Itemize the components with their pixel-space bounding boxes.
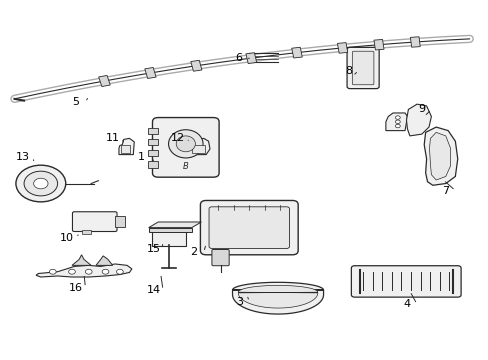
Ellipse shape: [168, 130, 203, 158]
Text: 1: 1: [138, 152, 144, 162]
Circle shape: [85, 269, 92, 274]
FancyBboxPatch shape: [152, 231, 185, 246]
FancyBboxPatch shape: [147, 139, 158, 145]
Text: 6: 6: [235, 53, 242, 63]
Circle shape: [68, 269, 75, 274]
FancyBboxPatch shape: [147, 128, 158, 134]
Polygon shape: [424, 127, 457, 185]
Polygon shape: [72, 255, 91, 265]
FancyBboxPatch shape: [81, 230, 91, 234]
Circle shape: [116, 269, 123, 274]
FancyBboxPatch shape: [72, 212, 117, 231]
Polygon shape: [148, 222, 201, 228]
Text: B: B: [183, 162, 188, 171]
Circle shape: [34, 178, 48, 189]
Bar: [291, 47, 302, 58]
Bar: [99, 76, 110, 86]
Circle shape: [395, 124, 399, 128]
Polygon shape: [119, 138, 134, 154]
Circle shape: [395, 120, 399, 123]
Polygon shape: [428, 132, 449, 180]
FancyBboxPatch shape: [121, 145, 130, 153]
Polygon shape: [406, 104, 430, 136]
Text: 14: 14: [146, 285, 160, 295]
Text: 12: 12: [170, 133, 184, 143]
Circle shape: [16, 165, 65, 202]
Text: 3: 3: [236, 297, 243, 307]
Ellipse shape: [176, 136, 195, 152]
Bar: [373, 40, 383, 50]
Text: 13: 13: [16, 152, 30, 162]
Bar: [144, 67, 156, 78]
Text: 15: 15: [146, 244, 160, 254]
FancyBboxPatch shape: [115, 216, 124, 227]
FancyBboxPatch shape: [148, 228, 191, 232]
Text: 5: 5: [72, 98, 79, 107]
Polygon shape: [385, 113, 407, 131]
Text: 2: 2: [190, 247, 197, 257]
Bar: [409, 37, 419, 47]
Circle shape: [24, 171, 58, 196]
FancyBboxPatch shape: [147, 150, 158, 157]
FancyBboxPatch shape: [208, 207, 289, 248]
Polygon shape: [238, 285, 317, 308]
Circle shape: [49, 269, 56, 274]
FancyBboxPatch shape: [191, 145, 205, 153]
Bar: [337, 42, 347, 53]
Text: 9: 9: [417, 104, 425, 114]
Text: 4: 4: [403, 299, 410, 309]
FancyBboxPatch shape: [351, 266, 460, 297]
Bar: [190, 60, 202, 71]
Polygon shape: [232, 282, 323, 314]
Polygon shape: [36, 264, 132, 277]
FancyBboxPatch shape: [211, 249, 229, 266]
Text: 11: 11: [105, 133, 120, 143]
Text: 16: 16: [69, 283, 82, 293]
FancyBboxPatch shape: [346, 48, 378, 89]
Text: 8: 8: [345, 66, 352, 76]
FancyBboxPatch shape: [152, 118, 219, 177]
Text: 10: 10: [60, 233, 74, 243]
FancyBboxPatch shape: [147, 161, 158, 168]
Circle shape: [102, 269, 109, 274]
Circle shape: [395, 116, 399, 119]
Polygon shape: [96, 256, 112, 265]
Bar: [245, 53, 256, 63]
FancyBboxPatch shape: [351, 51, 373, 85]
FancyBboxPatch shape: [200, 201, 298, 255]
Polygon shape: [187, 138, 209, 154]
Text: 7: 7: [441, 186, 448, 195]
